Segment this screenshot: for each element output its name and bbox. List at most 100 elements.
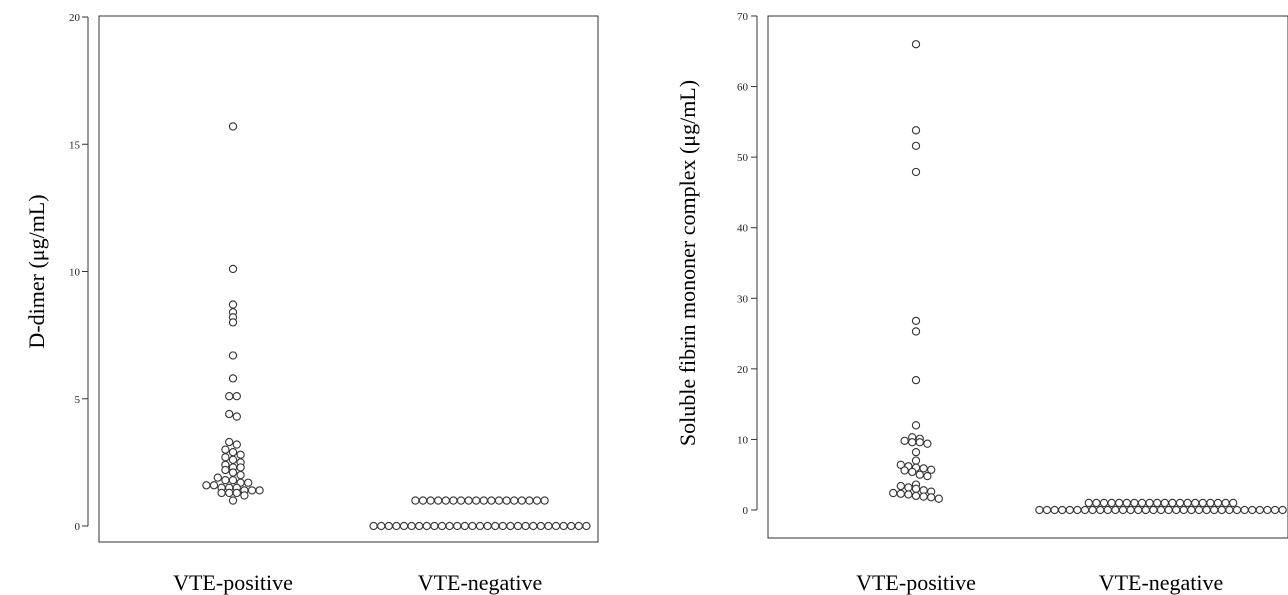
data-point <box>923 439 932 448</box>
data-point <box>479 496 488 505</box>
data-point <box>1263 505 1272 515</box>
data-point <box>232 488 241 498</box>
y-tick-label: 50 <box>737 152 749 164</box>
data-point <box>228 122 238 131</box>
data-point <box>1160 498 1169 508</box>
data-point <box>582 521 591 531</box>
data-point <box>202 481 211 490</box>
data-point <box>551 521 561 531</box>
data-point <box>445 521 454 531</box>
data-point <box>1134 505 1143 515</box>
data-point <box>904 490 913 499</box>
data-point <box>255 486 264 495</box>
data-point <box>456 496 466 505</box>
data-point <box>1042 505 1052 515</box>
y-tick-label: 70 <box>737 11 749 23</box>
y-tick-label: 20 <box>737 364 749 376</box>
data-point <box>1213 498 1223 508</box>
data-point <box>475 521 485 531</box>
data-point <box>1084 498 1093 508</box>
data-point <box>1080 505 1090 515</box>
data-point <box>407 521 416 531</box>
y-tick-label: 15 <box>69 139 81 151</box>
data-point <box>1122 498 1131 508</box>
data-point <box>510 496 519 505</box>
data-point <box>369 521 378 531</box>
y-axis-label: D-dimer (μg/mL) <box>24 194 49 348</box>
data-point <box>911 484 921 493</box>
y-tick-label: 20 <box>69 12 81 24</box>
data-point <box>1118 505 1128 515</box>
data-point <box>1065 505 1074 515</box>
data-point <box>544 521 553 531</box>
data-point <box>559 521 568 531</box>
data-point <box>1096 505 1105 515</box>
data-point <box>1130 498 1139 508</box>
data-point <box>232 440 241 449</box>
data-point <box>1206 498 1215 508</box>
data-point <box>225 437 234 447</box>
y-tick-label: 10 <box>69 267 81 279</box>
data-point <box>221 445 230 454</box>
data-point <box>1278 505 1287 515</box>
data-point <box>449 496 458 505</box>
data-point <box>904 483 913 492</box>
data-point <box>529 521 538 531</box>
data-point <box>540 496 549 505</box>
data-point <box>483 521 492 531</box>
data-point <box>911 141 921 151</box>
y-tick-label: 40 <box>737 223 749 235</box>
data-point <box>453 521 462 531</box>
data-point <box>1126 505 1135 515</box>
sfmc-panel: 0 10 20 30 40 50 60 70 Soluble fibrin mononer co… <box>675 11 1288 595</box>
data-point <box>536 521 545 531</box>
plot-frame <box>98 15 599 543</box>
data-point <box>460 521 469 531</box>
data-point <box>911 375 921 385</box>
data-point <box>1073 505 1082 515</box>
data-point <box>1191 498 1200 508</box>
data-point <box>919 492 928 501</box>
data-point <box>1164 505 1173 515</box>
data-point <box>472 496 481 505</box>
data-point <box>491 521 500 531</box>
data-point <box>225 488 234 498</box>
data-point <box>506 521 515 531</box>
data-point <box>228 318 238 327</box>
x-category-label: VTE-positive <box>173 570 293 595</box>
d-dimer-panel: 0 5 10 15 20 D-dimer (μg/mL) VTE-positive VTE-n… <box>24 12 599 595</box>
x-category-label: VTE-positive <box>856 570 976 595</box>
data-point <box>1175 498 1185 508</box>
data-point <box>1225 505 1234 515</box>
data-point <box>221 465 230 475</box>
data-point <box>1210 505 1219 515</box>
x-category-label: VTE-negative <box>1099 570 1224 595</box>
data-point <box>1172 505 1181 515</box>
data-point <box>1153 498 1162 508</box>
data-point <box>574 521 583 531</box>
data-point <box>1088 505 1097 515</box>
data-point <box>1035 505 1044 515</box>
data-point <box>923 471 932 481</box>
data-point <box>915 470 924 479</box>
data-point <box>911 491 921 501</box>
data-point <box>434 496 443 505</box>
data-point <box>430 521 439 531</box>
data-point <box>437 521 447 531</box>
data-point <box>426 496 435 505</box>
data-point <box>217 488 226 498</box>
data-point <box>392 521 401 531</box>
data-point <box>521 521 530 531</box>
data-point <box>228 496 238 505</box>
data-point <box>1111 505 1120 515</box>
data-point <box>1149 505 1158 515</box>
data-point <box>1050 505 1059 515</box>
data-point <box>1217 505 1226 515</box>
data-point <box>896 489 905 498</box>
data-point <box>513 521 523 531</box>
data-point <box>911 126 921 135</box>
data-point <box>225 409 234 419</box>
data-point <box>1168 498 1177 508</box>
y-tick-label: 30 <box>737 293 749 305</box>
